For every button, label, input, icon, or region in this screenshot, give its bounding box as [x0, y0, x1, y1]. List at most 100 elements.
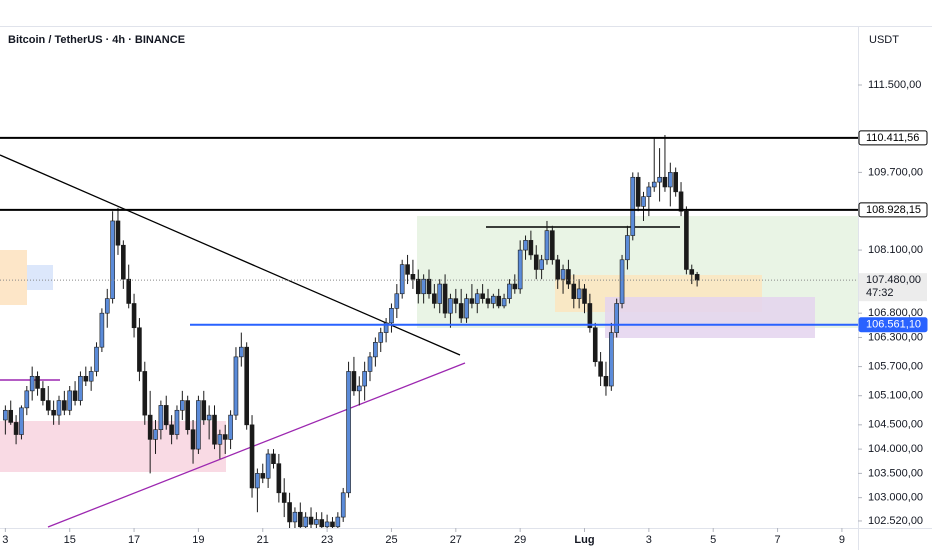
candle-body: [399, 264, 405, 295]
candle-body: [239, 346, 244, 358]
price-label-box: [858, 202, 928, 218]
candle-body: [496, 295, 502, 307]
x-tick-label: 15: [64, 534, 76, 546]
candles: [3, 135, 700, 528]
x-tick-label: 3: [2, 534, 8, 546]
candle-body: [480, 293, 485, 299]
zone: [605, 297, 815, 338]
candle-body: [657, 176, 662, 183]
candle-body: [415, 278, 421, 295]
candle-body: [8, 409, 14, 423]
candle-body: [94, 346, 99, 372]
y-tick-label: 109.700,00: [868, 166, 923, 178]
x-tick-label: 7: [775, 534, 781, 546]
candle-body: [180, 400, 185, 411]
y-tick-label: 105.700,00: [868, 360, 923, 372]
y-tick-label: 106.800,00: [868, 307, 923, 319]
candle-body: [619, 259, 625, 304]
candle-body: [598, 361, 603, 377]
candle-body: [394, 293, 400, 309]
candle-body: [88, 371, 94, 382]
candle-body: [3, 409, 8, 421]
candle-body: [383, 322, 389, 333]
x-tick-label: 21: [257, 534, 269, 546]
candle-body: [673, 172, 678, 193]
candle-body: [314, 519, 319, 525]
candle-body: [335, 516, 341, 528]
price-label: 108.928,15: [866, 204, 921, 216]
candle-body: [458, 303, 464, 319]
x-tick-label: 29: [514, 534, 526, 546]
candle-body: [222, 434, 228, 440]
candle-body: [544, 230, 550, 261]
candle-body: [346, 371, 351, 494]
candle-body: [78, 375, 83, 401]
last-price-label: 107.480,00: [866, 274, 921, 286]
candle-body: [678, 191, 684, 212]
candle-body: [437, 283, 443, 304]
candle-body: [271, 453, 276, 464]
countdown-label: 47:32: [866, 287, 894, 299]
currency: USDT: [869, 34, 899, 46]
candle-body: [45, 400, 51, 411]
candle-body: [99, 312, 105, 348]
y-tick-label: 111.500,00: [868, 79, 921, 91]
candle-body: [421, 278, 426, 295]
candle-body: [651, 181, 657, 188]
candle-body: [501, 298, 507, 307]
candle-body: [528, 240, 534, 256]
zone: [27, 265, 53, 290]
candle-body: [51, 409, 56, 416]
x-tick-label: 3: [646, 534, 652, 546]
candle-body: [62, 400, 67, 411]
candle-body: [689, 269, 695, 275]
candle-body: [373, 342, 378, 358]
candle-body: [587, 303, 593, 329]
candle-body: [67, 390, 73, 411]
candle-body: [35, 375, 40, 389]
x-tick-label: 19: [192, 534, 204, 546]
candle-body: [426, 278, 432, 295]
y-tick-label: 106.300,00: [868, 331, 923, 343]
candle-body: [469, 298, 475, 304]
candle-body: [142, 371, 148, 416]
candle-body: [555, 259, 561, 280]
candle-body: [244, 346, 249, 426]
price-label-box: [858, 317, 928, 333]
candle-body: [276, 463, 282, 494]
candle-body: [115, 220, 121, 246]
candle-body: [362, 371, 367, 387]
candle-body: [442, 283, 448, 314]
candle-body: [228, 414, 233, 440]
trend-line: [47, 362, 466, 528]
candle-body: [550, 230, 555, 261]
candle-body: [592, 327, 598, 363]
candle-body: [19, 407, 24, 435]
candle-body: [378, 332, 384, 343]
candle-body: [641, 196, 646, 207]
candle-body: [389, 308, 394, 324]
candle-body: [308, 516, 314, 525]
candle-body: [206, 414, 212, 421]
candle-body: [217, 434, 223, 445]
candle-body: [340, 492, 346, 518]
candle-body: [29, 375, 35, 392]
candle-body: [72, 390, 78, 401]
x-tick-label: 27: [450, 534, 462, 546]
y-tick-label: 104.500,00: [868, 419, 923, 431]
candle-body: [625, 235, 630, 261]
y-tick-label: 104.000,00: [868, 443, 923, 455]
price-label: 106.561,10: [866, 319, 921, 331]
candle-body: [83, 375, 89, 382]
candle-body: [566, 269, 571, 285]
x-tick-label: 9: [839, 534, 845, 546]
candle-body: [410, 274, 416, 280]
candle-body: [158, 405, 164, 430]
candle-body: [201, 400, 207, 421]
candle-body: [287, 502, 292, 523]
candle-body: [630, 176, 636, 236]
candle-body: [464, 298, 469, 319]
candle-body: [212, 414, 217, 445]
candle-body: [163, 405, 169, 426]
